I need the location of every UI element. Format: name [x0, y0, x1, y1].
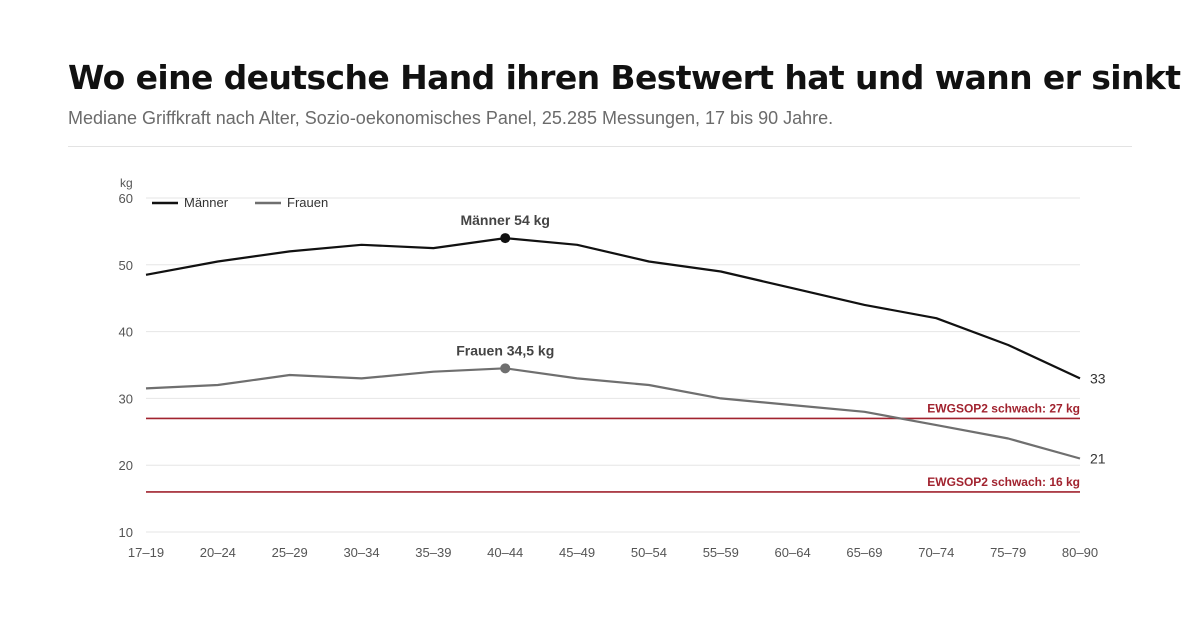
x-tick-label: 17–19: [128, 545, 164, 560]
chart-subtitle: Mediane Griffkraft nach Alter, Sozio-oek…: [68, 108, 834, 128]
series-line-frauen: [145, 367, 1081, 460]
x-axis: 17–19 20–24 25–29 30–34 35–39 40–44 45–49 50–54…: [128, 545, 1098, 560]
legend: Männer Frauen: [152, 195, 328, 210]
end-label-frauen: 21: [1090, 451, 1106, 467]
reference-lines: EWGSOP2 schwach: 27 kg EWGSOP2 schwach: 1…: [146, 401, 1080, 493]
y-tick-label: 30: [119, 391, 133, 406]
reference-line-label: EWGSOP2 schwach: 27 kg: [927, 401, 1080, 415]
y-tick-label: 20: [119, 458, 133, 473]
x-tick-label: 55–59: [703, 545, 739, 560]
x-tick-label: 60–64: [775, 545, 811, 560]
y-axis: kg 10 20 30 40 50 60: [119, 176, 133, 540]
peak-label-frauen: Frauen 34,5 kg: [456, 342, 554, 358]
series-lines: Männer 54 kg 33 Frauen 34,5 kg 21: [145, 212, 1106, 467]
x-tick-label: 25–29: [272, 545, 308, 560]
legend-label-frauen: Frauen: [287, 195, 328, 210]
header-divider: [68, 146, 1132, 147]
x-tick-label: 40–44: [487, 545, 523, 560]
x-tick-label: 65–69: [846, 545, 882, 560]
y-tick-label: 10: [119, 525, 133, 540]
x-tick-label: 75–79: [990, 545, 1026, 560]
x-tick-label: 20–24: [200, 545, 236, 560]
end-label-maenner: 33: [1090, 370, 1106, 386]
y-axis-unit: kg: [120, 176, 133, 190]
y-tick-label: 40: [119, 325, 133, 340]
peak-marker-maenner: [500, 233, 511, 244]
y-tick-label: 50: [119, 258, 133, 273]
legend-label-maenner: Männer: [184, 195, 229, 210]
x-tick-label: 50–54: [631, 545, 667, 560]
y-tick-label: 60: [119, 191, 133, 206]
x-tick-label: 70–74: [918, 545, 954, 560]
x-tick-label: 80–90: [1062, 545, 1098, 560]
series-line-maenner: [145, 237, 1081, 380]
x-tick-label: 30–34: [343, 545, 379, 560]
peak-label-maenner: Männer 54 kg: [460, 212, 549, 228]
chart-title: Wo eine deutsche Hand ihren Bestwert hat…: [68, 58, 1181, 97]
peak-marker-frauen: [500, 363, 511, 374]
x-tick-label: 35–39: [415, 545, 451, 560]
grid-lines: [146, 197, 1080, 533]
x-tick-label: 45–49: [559, 545, 595, 560]
reference-line-label: EWGSOP2 schwach: 16 kg: [927, 475, 1080, 489]
